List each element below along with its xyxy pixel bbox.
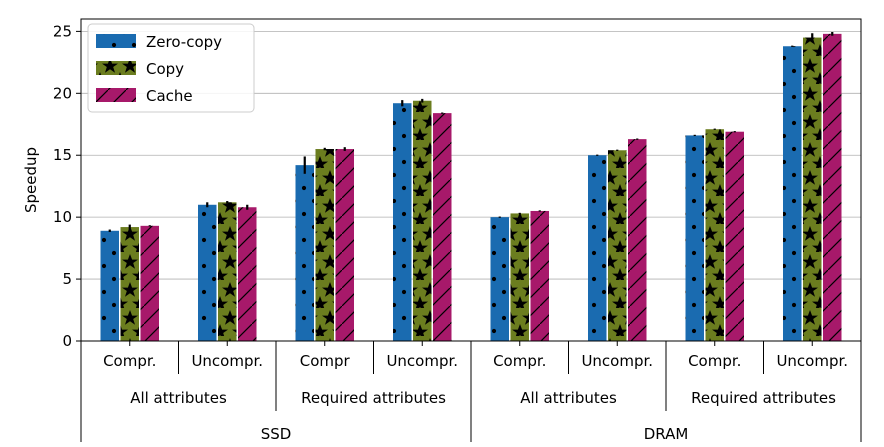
y-tick-label: 25	[53, 22, 72, 40]
x-tick-label: Compr.	[688, 352, 741, 370]
x-tick-label: Uncompr.	[386, 352, 458, 370]
bar-hatch	[530, 210, 549, 341]
bar-copy	[218, 202, 237, 341]
bar-hatch	[608, 150, 627, 341]
x-axis: Compr. Uncompr. Compr Uncompr. Compr. Uncompr…	[80, 341, 862, 443]
bar-hatch	[140, 225, 159, 341]
error-bars	[108, 32, 834, 233]
y-tick-label: 15	[53, 146, 72, 164]
bar-cache	[628, 139, 647, 341]
x-supergroup-label: DRAM	[644, 425, 689, 442]
bar-hatch	[685, 135, 704, 341]
bar-zero-copy	[295, 165, 314, 341]
x-tick-label: Compr	[300, 352, 351, 370]
bar-hatch	[393, 103, 412, 341]
bar-copy	[413, 100, 432, 341]
legend-swatch-hatch	[96, 34, 136, 48]
legend-entry: Zero-copy	[96, 33, 222, 51]
bar-hatch	[295, 165, 314, 341]
bar-zero-copy	[588, 155, 607, 341]
bar-hatch	[803, 37, 822, 341]
legend-label: Zero-copy	[146, 33, 222, 51]
bar-hatch	[335, 149, 354, 341]
bar-copy	[803, 37, 822, 341]
bar-cache	[823, 33, 842, 341]
bar-zero-copy	[490, 217, 509, 341]
y-tick-label: 10	[53, 208, 72, 226]
x-group-label: Required attributes	[301, 389, 446, 407]
y-axis-label: Speedup	[22, 147, 40, 213]
bar-hatch	[433, 113, 452, 341]
bar-cache	[725, 131, 744, 341]
bar-cache	[238, 207, 257, 341]
bar-hatch	[315, 149, 334, 341]
bar-zero-copy	[783, 46, 802, 341]
bar-copy	[315, 149, 334, 341]
bar-cache	[335, 149, 354, 341]
x-group-label: All attributes	[520, 389, 617, 407]
legend-label: Cache	[146, 87, 193, 105]
x-supergroup-label: SSD	[261, 425, 292, 442]
bar-hatch	[588, 155, 607, 341]
x-group-label: Required attributes	[691, 389, 836, 407]
bar-hatch	[100, 230, 119, 341]
bar-hatch	[490, 217, 509, 341]
bar-copy	[705, 129, 724, 341]
legend-entry: Copy	[96, 60, 184, 78]
bar-hatch	[823, 33, 842, 341]
bar-hatch	[725, 131, 744, 341]
bar-hatch	[628, 139, 647, 341]
y-tick-label: 20	[53, 84, 72, 102]
legend-entry: Cache	[96, 87, 193, 105]
x-tick-label: Uncompr.	[776, 352, 848, 370]
y-tick-label: 0	[62, 332, 72, 350]
bar-copy	[120, 227, 139, 341]
bar-copy	[510, 213, 529, 341]
bar-hatch	[705, 129, 724, 341]
bars	[100, 33, 842, 341]
bar-hatch	[510, 213, 529, 341]
bar-hatch	[198, 204, 217, 341]
bar-hatch	[238, 207, 257, 341]
bar-copy	[608, 150, 627, 341]
legend: Zero-copy Copy Cache	[87, 23, 255, 113]
bar-hatch	[783, 46, 802, 341]
bar-zero-copy	[100, 230, 119, 341]
y-axis: 0 5 10 15 20 25	[53, 22, 81, 350]
legend-label: Copy	[146, 60, 184, 78]
bar-hatch	[120, 227, 139, 341]
bar-zero-copy	[198, 204, 217, 341]
x-tick-label: Uncompr.	[581, 352, 653, 370]
legend-swatch-hatch	[96, 61, 136, 75]
x-tick-label: Uncompr.	[191, 352, 263, 370]
bar-hatch	[218, 202, 237, 341]
bar-cache	[530, 210, 549, 341]
x-group-label: All attributes	[130, 389, 227, 407]
bar-cache	[140, 225, 159, 341]
x-tick-label: Compr.	[493, 352, 546, 370]
y-tick-label: 5	[62, 270, 72, 288]
x-tick-label: Compr.	[103, 352, 156, 370]
bar-hatch	[413, 100, 432, 341]
bar-zero-copy	[685, 135, 704, 341]
legend-swatch-hatch	[96, 88, 136, 102]
bar-zero-copy	[393, 103, 412, 341]
bar-cache	[433, 113, 452, 341]
